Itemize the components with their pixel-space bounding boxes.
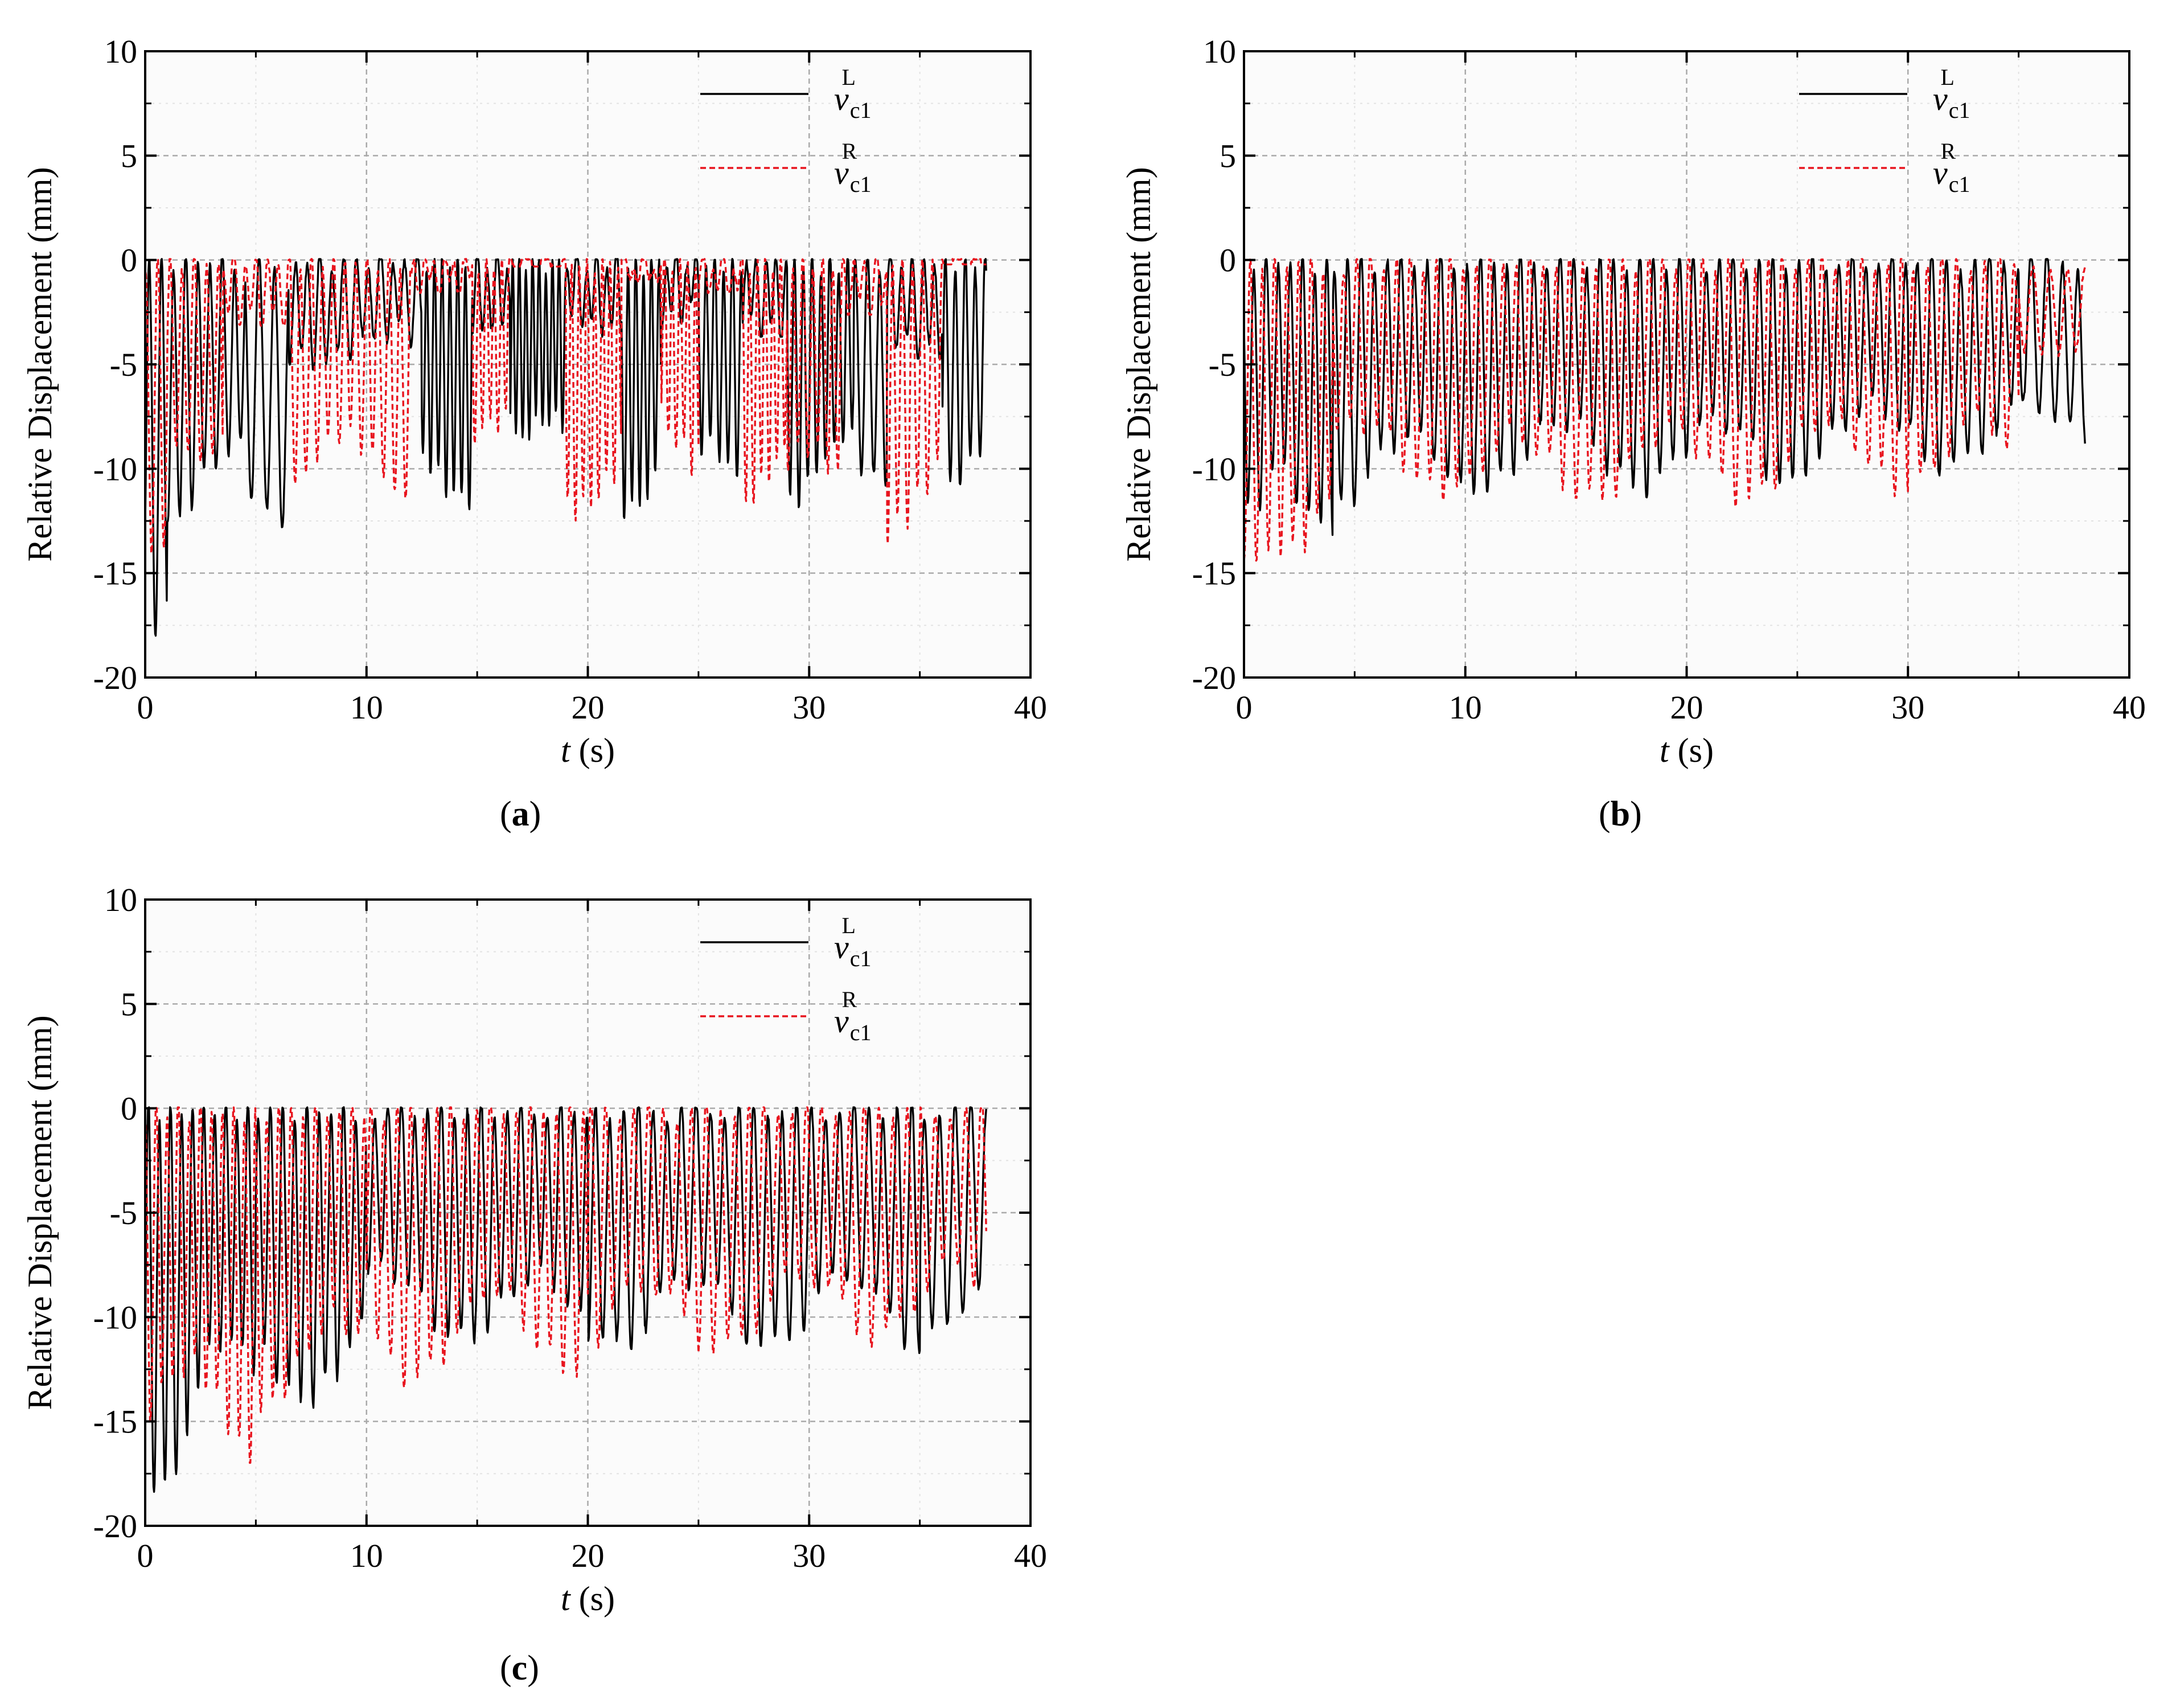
x-tick-label: 10 [1449,689,1482,726]
series-line-R [144,1106,987,1464]
x-axis-label-symbol: t [561,732,571,769]
y-tick-label: -15 [93,1403,137,1440]
legend-symbol: v [834,929,849,966]
x-tick-label: 30 [1891,689,1924,726]
x-tick-label: 30 [793,689,826,726]
legend-subscript: c1 [850,946,872,971]
y-tick-label: -5 [1209,346,1236,383]
y-tick-label: -10 [1192,450,1236,487]
x-tick-label: 30 [793,1537,826,1574]
x-tick-label: 40 [1014,1537,1047,1574]
legend-subscript: c1 [1949,97,1970,123]
series-group [144,258,987,637]
x-tick-label: 20 [572,1537,605,1574]
y-tick-label: 0 [1220,242,1236,279]
y-axis-label: Relative Displacement (mm) [21,1015,59,1410]
legend-label-L: vc1 L [834,64,872,123]
y-axis-label: Relative Displacement (mm) [21,167,59,561]
y-tick-label: 0 [121,242,137,279]
legend-symbol: v [1933,154,1948,191]
y-tick-label: -20 [93,659,137,696]
x-axis-label: t (s) [561,1580,615,1617]
y-tick-label: -5 [110,1194,137,1231]
x-axis-label-unit: (s) [570,732,615,769]
chart-b: 0 10 20 30 40 -20 -15 -10 -5 0 5 10 t (s) Relative Di… [1120,33,2146,769]
y-tick-label: -15 [93,555,137,592]
legend-label-L: vc1 L [834,913,872,971]
x-tick-label: 40 [1014,689,1047,726]
y-tick-label: 0 [121,1090,137,1127]
y-tick-label: 5 [121,986,137,1023]
legend-superscript: L [1941,64,1955,90]
y-tick-label: -15 [1192,555,1236,592]
x-axis-label: t (s) [561,732,615,769]
x-tick-label: 10 [350,1537,383,1574]
legend-superscript: R [842,138,857,164]
legend-subscript: c1 [1949,171,1970,197]
legend-symbol: v [834,1003,849,1040]
x-tick-label: 40 [2113,689,2146,726]
y-tick-label: -5 [110,346,137,383]
legend-superscript: L [842,64,856,90]
x-axis-label: t (s) [1660,732,1714,769]
y-tick-label: 5 [121,137,137,174]
legend-label-R: vc1 R [834,987,872,1045]
legend-subscript: c1 [850,97,872,123]
series-group [144,1106,987,1493]
legend-label-R: vc1 R [1933,138,1970,197]
y-axis-label: Relative Displacement (mm) [1120,167,1157,561]
legend-subscript: c1 [850,1020,872,1045]
ticks: 0 10 20 30 40 -20 -15 -10 -5 0 5 10 [93,33,1047,726]
x-axis-label-unit: (s) [570,1580,615,1617]
legend-superscript: R [842,987,857,1012]
y-tick-label: -20 [93,1508,137,1545]
series-group [1243,258,2086,562]
legend-subscript: c1 [850,171,872,197]
series-line-R [144,258,987,555]
chart-c: 0 10 20 30 40 -20 -15 -10 -5 0 5 10 t (s) Relative Di… [21,881,1047,1617]
ticks: 0 10 20 30 40 -20 -15 -10 -5 0 5 10 [93,881,1047,1574]
caption-b: (b) [1599,795,1642,834]
x-tick-label: 10 [350,689,383,726]
y-tick-label: 10 [1203,33,1236,70]
legend-symbol: v [834,154,849,191]
x-tick-label: 0 [137,1537,154,1574]
x-tick-label: 0 [1236,689,1253,726]
series-line-L [144,1106,987,1493]
y-tick-label: -20 [1192,659,1236,696]
y-tick-label: 10 [104,33,137,70]
legend-superscript: R [1941,138,1956,164]
y-tick-label: 5 [1220,137,1236,174]
legend-label-L: vc1 L [1933,64,1970,123]
x-axis-label-unit: (s) [1669,732,1714,769]
legend-superscript: L [842,913,856,938]
y-tick-label: 10 [104,881,137,918]
panel-a: 0 10 20 30 40 -20 -15 -10 -5 0 5 10 t (s) Relative Di… [0,0,1070,834]
y-tick-label: -10 [93,450,137,487]
ticks: 0 10 20 30 40 -20 -15 -10 -5 0 5 10 [1192,33,2146,726]
x-tick-label: 20 [1670,689,1703,726]
x-tick-label: 0 [137,689,154,726]
caption-a: (a) [500,795,541,834]
panel-c: 0 10 20 30 40 -20 -15 -10 -5 0 5 10 t (s) Relative Di… [0,848,1070,1688]
chart-a: 0 10 20 30 40 -20 -15 -10 -5 0 5 10 t (s) Relative Di… [21,33,1047,769]
x-axis-label-symbol: t [1660,732,1670,769]
x-axis-label-symbol: t [561,1580,571,1617]
series-line-R [1243,258,2086,562]
caption-c: (c) [500,1649,539,1688]
legend-label-R: vc1 R [834,138,872,197]
y-tick-label: -10 [93,1299,137,1336]
legend-symbol: v [1933,80,1948,117]
legend-symbol: v [834,80,849,117]
x-tick-label: 20 [572,689,605,726]
panel-b: 0 10 20 30 40 -20 -15 -10 -5 0 5 10 t (s) Relative Di… [1099,0,2169,834]
